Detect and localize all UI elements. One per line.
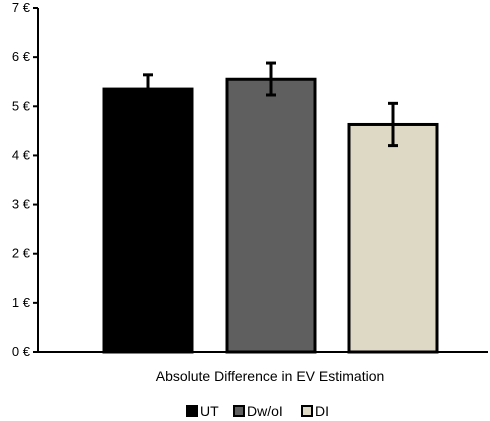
error-bars xyxy=(143,61,398,148)
bar-dwoi xyxy=(225,77,317,354)
error-bar xyxy=(266,61,276,97)
y-tick-label: 0 € xyxy=(12,344,31,359)
legend-item: DI xyxy=(301,403,329,419)
bar-ut xyxy=(102,87,194,354)
legend-swatch xyxy=(301,405,313,417)
error-bar xyxy=(143,73,153,105)
legend-swatch xyxy=(186,405,198,417)
y-tick-label: 4 € xyxy=(12,147,31,162)
legend-swatch xyxy=(233,405,245,417)
bar-di xyxy=(347,122,439,354)
bars xyxy=(102,77,439,354)
y-tick-label: 1 € xyxy=(12,295,31,310)
legend-item: Dw/oI xyxy=(233,403,283,419)
y-tick-label: 2 € xyxy=(12,246,31,261)
y-tick-label: 5 € xyxy=(12,98,31,113)
legend-label: UT xyxy=(200,403,219,419)
legend: UT Dw/oI DI xyxy=(186,403,329,419)
legend-item: UT xyxy=(186,403,219,419)
x-axis-title: Absolute Difference in EV Estimation xyxy=(156,368,385,384)
y-axis: 0 € 1 € 2 € 3 € 4 € 5 € 6 € 7 € xyxy=(12,0,39,359)
y-tick-label: 3 € xyxy=(12,197,31,212)
legend-label: DI xyxy=(315,403,329,419)
error-bar xyxy=(388,101,398,148)
y-tick-label: 7 € xyxy=(12,0,31,15)
y-tick-label: 6 € xyxy=(12,49,31,64)
legend-label: Dw/oI xyxy=(247,403,283,419)
